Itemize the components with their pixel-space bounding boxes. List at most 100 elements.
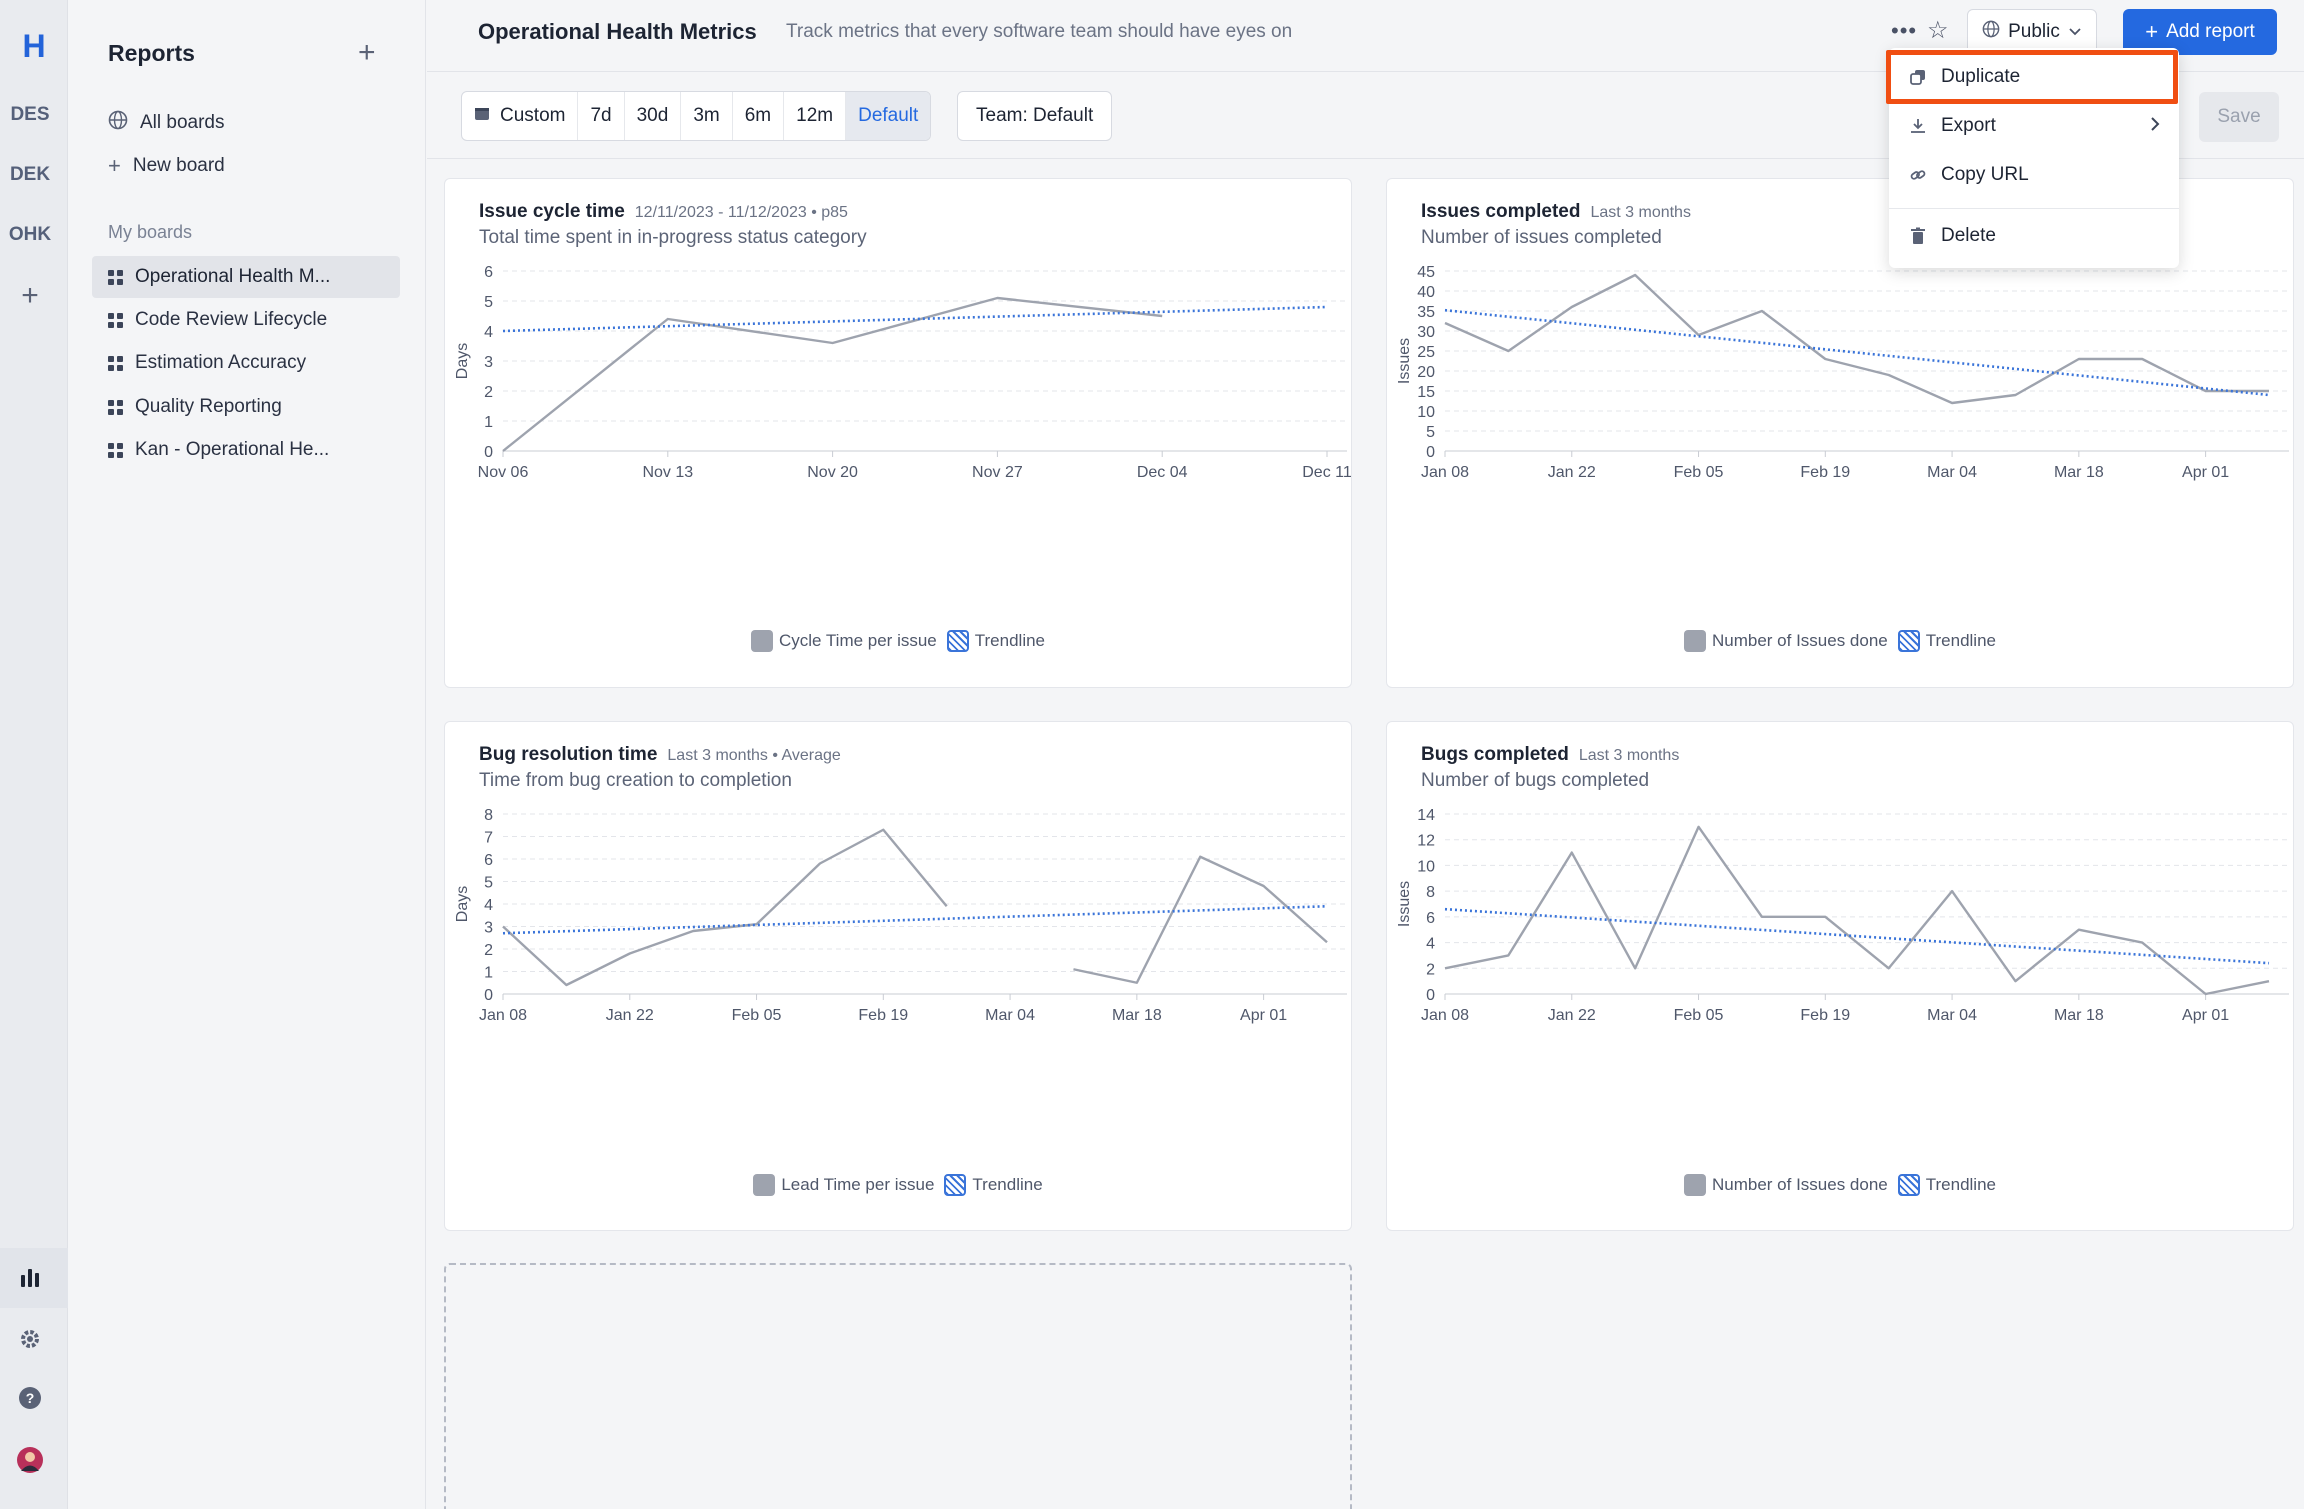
board-icon <box>108 399 123 415</box>
x-tick-label: Nov 20 <box>807 464 858 481</box>
card-title: Issues completed Last 3 months <box>1421 201 1691 222</box>
help-icon[interactable]: ? <box>16 1384 44 1412</box>
app-logo[interactable]: H <box>22 28 46 64</box>
range-7d[interactable]: 7d <box>578 92 625 140</box>
menu-item-duplicate[interactable]: Duplicate <box>1889 54 2179 100</box>
y-tick-label: 1 <box>484 414 493 431</box>
all-boards-link[interactable]: All boards <box>108 103 225 143</box>
legend-swatch <box>750 630 773 652</box>
card-subtitle: Total time spent in in-progress status c… <box>479 227 867 248</box>
card-title: Issue cycle time 12/11/2023 - 11/12/2023 … <box>479 201 848 222</box>
y-tick-label: 6 <box>484 852 493 869</box>
globe-icon <box>108 110 128 136</box>
y-tick-label: 0 <box>484 444 493 461</box>
page-subtitle: Track metrics that every software team s… <box>786 21 1293 42</box>
add-workspace-icon[interactable]: + <box>21 279 39 312</box>
y-tick-label: 4 <box>1426 936 1435 953</box>
y-axis-label: Days <box>454 886 471 922</box>
board-item-estimation-accuracy[interactable]: Estimation Accuracy <box>92 342 400 384</box>
x-tick-label: Mar 04 <box>1927 1007 1977 1024</box>
y-tick-label: 0 <box>484 987 493 1004</box>
workspace-des[interactable]: DES <box>10 104 50 125</box>
range-12m[interactable]: 12m <box>784 92 847 140</box>
new-board-link[interactable]: + New board <box>108 146 225 186</box>
add-report-button[interactable]: + Add report <box>2123 9 2277 55</box>
range-custom[interactable]: Custom <box>462 92 579 140</box>
x-tick-label: Jan 22 <box>606 1007 654 1024</box>
y-tick-label: 20 <box>1417 364 1435 381</box>
chart-legend: Lead Time per issue Trendline <box>445 1174 1351 1196</box>
gear-icon[interactable] <box>16 1325 44 1353</box>
x-tick-label: Dec 11 <box>1302 464 1352 481</box>
x-tick-label: Feb 05 <box>1674 1007 1724 1024</box>
y-tick-label: 2 <box>484 942 493 959</box>
board-label: Kan - Operational He... <box>135 439 330 460</box>
y-tick-label: 2 <box>1426 961 1435 978</box>
duplicate-highlight-box <box>1886 50 2178 104</box>
range-default[interactable]: Default <box>846 92 931 140</box>
legend-item-series[interactable]: Lead Time per issue <box>753 1174 934 1196</box>
card-subtitle: Number of bugs completed <box>1421 770 1650 791</box>
card-meta: Last 3 months <box>1590 204 1691 221</box>
board-item-code-review[interactable]: Code Review Lifecycle <box>92 299 400 341</box>
page-title: Operational Health Metrics <box>478 19 757 44</box>
team-selector[interactable]: Team: Default <box>957 91 1113 141</box>
menu-item-label: Export <box>1941 115 1996 136</box>
range-6m[interactable]: 6m <box>733 92 785 140</box>
legend-swatch <box>753 1174 776 1196</box>
workspace-ohk[interactable]: OHK <box>8 224 52 245</box>
report-card-issue-cycle-time[interactable]: Issue cycle time 12/11/2023 - 11/12/2023 … <box>444 178 1352 688</box>
y-tick-label: 15 <box>1417 384 1435 401</box>
x-tick-label: Feb 19 <box>1800 1007 1850 1024</box>
y-tick-label: 7 <box>484 830 493 847</box>
x-tick-label: Nov 13 <box>642 464 693 481</box>
range-30d[interactable]: 30d <box>625 92 682 140</box>
legend-item-series[interactable]: Number of Issues done <box>1683 630 1888 652</box>
x-tick-label: Apr 01 <box>1240 1007 1287 1024</box>
legend-item-trendline[interactable]: Trendline <box>946 630 1045 652</box>
visibility-label: Public <box>2008 21 2060 42</box>
board-icon <box>108 312 123 328</box>
add-board-icon[interactable]: + <box>358 36 376 69</box>
x-tick-label: Jan 08 <box>1421 1007 1469 1024</box>
board-label: Code Review Lifecycle <box>135 309 328 330</box>
avatar[interactable] <box>16 1446 44 1474</box>
menu-divider <box>1889 208 2179 209</box>
legend-item-series[interactable]: Number of Issues done <box>1683 1174 1888 1196</box>
board-item-operational-health[interactable]: Operational Health M... <box>92 256 400 298</box>
y-tick-label: 8 <box>484 807 493 824</box>
menu-item-delete[interactable]: Delete <box>1889 213 2179 259</box>
y-tick-label: 1 <box>484 965 493 982</box>
star-icon[interactable]: ☆ <box>1927 17 1949 44</box>
series-line <box>1073 855 1328 984</box>
workspace-dek[interactable]: DEK <box>9 164 51 185</box>
board-item-kan-operational[interactable]: Kan - Operational He... <box>92 429 400 471</box>
my-boards-heading: My boards <box>108 222 193 242</box>
legend-item-trendline[interactable]: Trendline <box>1897 630 1996 652</box>
visibility-dropdown[interactable]: Public <box>1967 9 2097 55</box>
card-meta: Last 3 months • Average <box>667 747 841 764</box>
x-tick-label: Feb 05 <box>1674 464 1724 481</box>
report-card-bugs-completed[interactable]: Bugs completed Last 3 months Number of bu… <box>1386 721 2294 1231</box>
save-button[interactable]: Save <box>2199 92 2279 142</box>
new-board-label: New board <box>132 155 225 176</box>
menu-item-export[interactable]: Export <box>1889 103 2179 149</box>
legend-item-trendline[interactable]: Trendline <box>1897 1174 1996 1196</box>
bar-chart-icon[interactable] <box>16 1264 44 1292</box>
menu-item-copy-url[interactable]: Copy URL <box>1889 152 2179 198</box>
legend-item-trendline[interactable]: Trendline <box>944 1174 1043 1196</box>
calendar-icon <box>474 105 490 127</box>
x-tick-label: Mar 18 <box>1112 1007 1162 1024</box>
more-options-icon[interactable]: ••• <box>1891 18 1918 43</box>
chart-legend: Cycle Time per issue Trendline <box>445 630 1351 652</box>
y-axis-label: Issues <box>1396 338 1413 384</box>
legend-swatch <box>1683 630 1706 652</box>
trendline <box>502 904 1328 935</box>
report-card-bug-resolution-time[interactable]: Bug resolution time Last 3 months • Avera… <box>444 721 1352 1231</box>
legend-item-series[interactable]: Cycle Time per issue <box>750 630 937 652</box>
add-report-placeholder[interactable] <box>444 1263 1352 1509</box>
y-tick-label: 45 <box>1417 264 1435 281</box>
board-item-quality-reporting[interactable]: Quality Reporting <box>92 386 400 428</box>
x-tick-label: Feb 19 <box>1800 464 1850 481</box>
range-3m[interactable]: 3m <box>681 92 733 140</box>
